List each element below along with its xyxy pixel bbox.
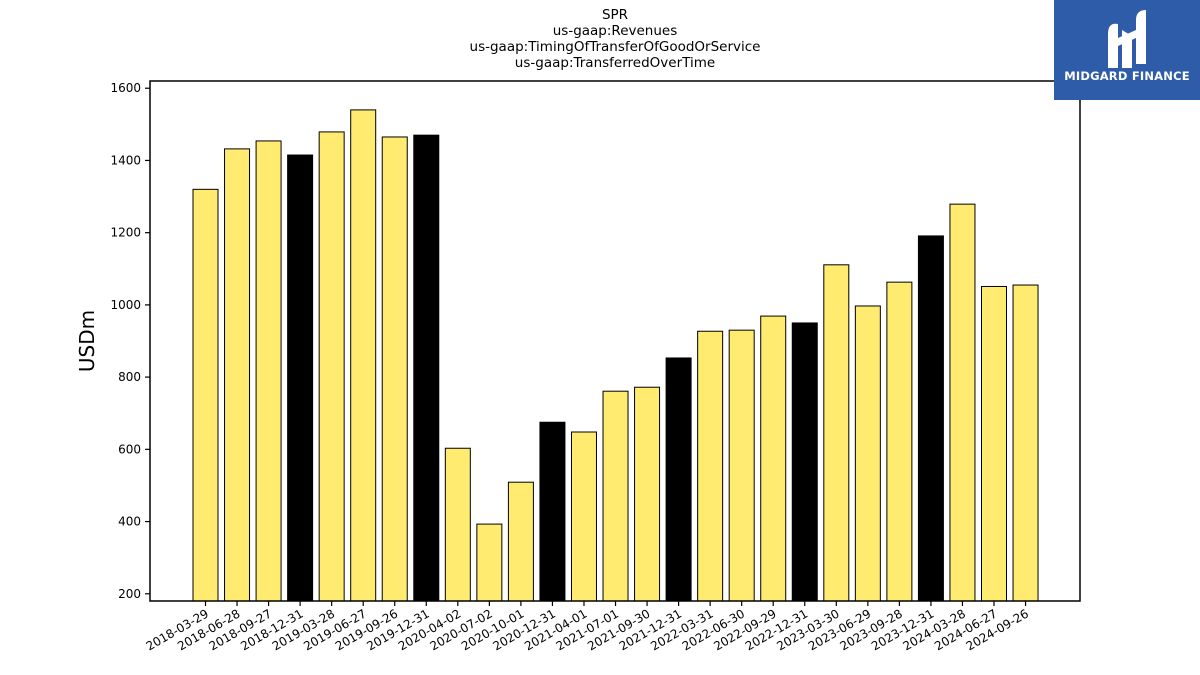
midgard-finance-logo: MIDGARD FINANCE <box>1054 0 1200 100</box>
y-tick-label: 800 <box>118 370 141 384</box>
bar-2024-09-26 <box>1012 284 1039 602</box>
bar-2021-04-01 <box>570 431 597 602</box>
bar-2022-06-30 <box>728 329 755 602</box>
y-tick-label: 1600 <box>110 81 141 95</box>
bar-2023-09-28 <box>886 281 913 602</box>
chart-title-line-2: us-gaap:Revenues <box>552 23 678 39</box>
bar-2020-04-02 <box>444 447 471 602</box>
bar-2021-09-30 <box>634 386 661 602</box>
chart-title-line-1: SPR <box>601 7 629 23</box>
bar-2019-06-27 <box>350 109 377 602</box>
bar-2018-12-31 <box>287 154 314 602</box>
y-tick-label: 1200 <box>110 226 141 240</box>
y-tick-label: 1000 <box>110 298 141 312</box>
y-tick-label: 400 <box>118 515 141 529</box>
bar-2022-09-29 <box>760 315 787 602</box>
bar-2019-09-26 <box>381 136 408 602</box>
logo-mark-icon <box>1108 10 1146 68</box>
y-tick-label: 600 <box>118 442 141 456</box>
bar-2023-12-31 <box>917 235 944 602</box>
bar-2020-12-31 <box>539 421 566 602</box>
bar-2018-09-27 <box>255 140 282 602</box>
y-tick-label: 1400 <box>110 153 141 167</box>
bar-2022-12-31 <box>791 322 818 602</box>
bar-2022-03-31 <box>697 330 724 602</box>
bar-2018-06-28 <box>224 148 251 602</box>
y-tick-label: 200 <box>118 587 141 601</box>
bar-2021-12-31 <box>665 357 692 602</box>
bar-2018-03-29 <box>192 188 219 602</box>
chart-title-line-3: us-gaap:TimingOfTransferOfGoodOrService <box>469 39 761 55</box>
y-axis-label: USDm <box>75 310 99 372</box>
bar-2023-06-29 <box>854 305 881 602</box>
bar-2020-10-01 <box>507 481 534 602</box>
bar-2019-03-28 <box>318 131 345 602</box>
bar-2019-12-31 <box>413 134 440 602</box>
bar-2021-07-01 <box>602 390 629 602</box>
logo-text: MIDGARD FINANCE <box>1064 69 1190 83</box>
bar-2024-06-27 <box>981 285 1007 602</box>
bar-2023-03-30 <box>823 264 850 602</box>
bar-2024-03-28 <box>949 203 976 602</box>
bar-2020-07-02 <box>476 523 503 602</box>
chart-title-line-4: us-gaap:TransferredOverTime <box>514 55 716 71</box>
chart-title: SPR us-gaap:Revenues us-gaap:TimingOfTra… <box>0 7 1200 71</box>
